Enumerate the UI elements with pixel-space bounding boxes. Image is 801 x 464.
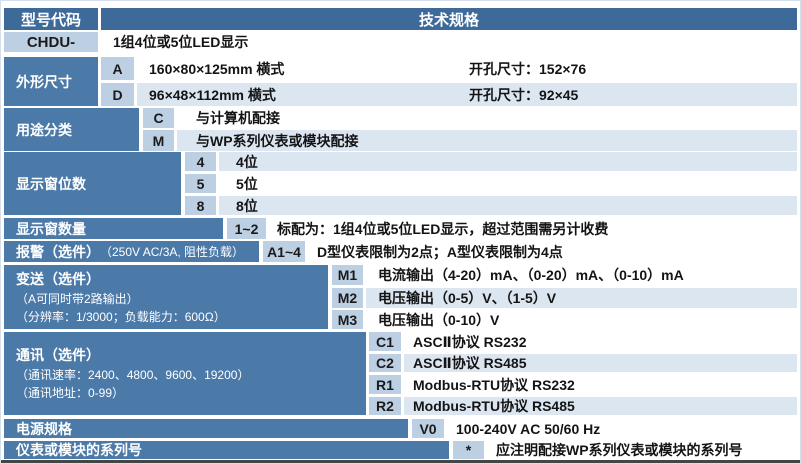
- comm-r1-desc: Modbus-RTU协议 RS232: [404, 375, 797, 394]
- section-dimensions-label: 外形尺寸: [4, 57, 98, 106]
- power-desc: 100-240V AC 50/60 Hz: [447, 419, 797, 438]
- comm-c2-code: C2: [369, 354, 401, 372]
- transmit-note2: （分辨率：1/3000；负载能力：600Ω）: [16, 309, 226, 324]
- display-5-desc: 5位: [219, 174, 797, 193]
- comm-c1-desc: ASCⅡ协议 RS232: [404, 332, 797, 351]
- display-4-code: 4: [185, 152, 216, 171]
- usage-c-code: C: [143, 108, 174, 128]
- transmit-m2-desc: 电压输出（0-5）V、（1-5）V: [366, 288, 797, 308]
- section-window-count-label: 显示窗数量: [4, 218, 223, 239]
- section-usage-label: 用途分类: [4, 108, 139, 151]
- comm-r1-code: R1: [369, 375, 401, 394]
- section-power-label: 电源规格: [4, 419, 408, 438]
- comm-label: 通讯（选件）: [16, 347, 100, 363]
- transmit-label: 变送（选件）: [16, 270, 100, 287]
- comm-c1-code: C1: [369, 332, 401, 351]
- comm-note2: （通讯地址：0-99）: [16, 386, 125, 400]
- transmit-m1-desc: 电流输出（4-20）mA、（0-20）mA、（0-10）mA: [366, 265, 797, 285]
- dimension-a-cutout: 开孔尺寸：152×76: [469, 60, 587, 77]
- transmit-note1: （A可同时带2路输出）: [16, 291, 139, 306]
- dimension-d-code: D: [101, 83, 134, 106]
- dimension-a-desc: 160×80×125mm 横式: [149, 60, 285, 77]
- power-code: V0: [412, 419, 444, 438]
- section-transmit-label: 变送（选件） （A可同时带2路输出） （分辨率：1/3000；负载能力：600Ω…: [4, 265, 328, 329]
- serial-desc: 应注明配接WP系列仪表或模块的系列号: [487, 441, 797, 459]
- alarm-label-note: （250V AC/3A, 阻性负载）: [100, 245, 245, 259]
- model-prefix-code: CHDU-: [4, 32, 98, 52]
- transmit-m3-code: M3: [332, 310, 363, 329]
- section-alarm-label: 报警（选件） （250V AC/3A, 阻性负载）: [4, 241, 259, 262]
- display-8-code: 8: [185, 196, 216, 215]
- display-5-code: 5: [185, 174, 216, 193]
- transmit-m2-code: M2: [332, 288, 363, 308]
- section-serial-label: 仪表或模块的系列号: [4, 441, 449, 459]
- bottom-rule: [1, 460, 800, 463]
- serial-code: *: [453, 441, 484, 459]
- comm-note1: （通讯速率：2400、4800、9600、19200）: [16, 368, 250, 382]
- window-count-code: 1~2: [227, 218, 266, 239]
- window-count-desc: 标配为：1组4位或5位LED显示，超过范围需另计收费: [269, 218, 797, 239]
- alarm-label: 报警（选件）: [16, 243, 100, 260]
- dimension-a-code: A: [101, 57, 134, 80]
- section-display-windows-label: 显示窗位数: [4, 152, 181, 215]
- dimension-d-desc: 96×48×112mm 横式: [149, 86, 276, 103]
- dimension-a-row: 160×80×125mm 横式 开孔尺寸：152×76: [137, 57, 797, 80]
- display-4-desc: 4位: [219, 152, 797, 171]
- transmit-m3-desc: 电压输出（0-10）V: [366, 310, 797, 329]
- section-comm-label: 通讯（选件） （通讯速率：2400、4800、9600、19200） （通讯地址…: [4, 332, 366, 415]
- header-model-code: 型号代码: [4, 8, 98, 30]
- alarm-code: A1~4: [263, 241, 305, 262]
- usage-m-code: M: [143, 130, 174, 151]
- comm-r2-desc: Modbus-RTU协议 RS485: [404, 397, 797, 415]
- display-8-desc: 8位: [219, 196, 797, 215]
- dimension-d-row: 96×48×112mm 横式 开孔尺寸：92×45: [137, 83, 797, 106]
- header-tech-spec: 技术规格: [101, 8, 797, 30]
- comm-c2-desc: ASCⅡ协议 RS485: [404, 354, 797, 372]
- alarm-desc: D型仪表限制为2点；A型仪表限制为4点: [308, 241, 797, 262]
- dimension-d-cutout: 开孔尺寸：92×45: [469, 86, 579, 103]
- transmit-m1-code: M1: [332, 265, 363, 285]
- model-prefix-desc: 1组4位或5位LED显示: [101, 32, 797, 52]
- usage-m-desc: 与WP系列仪表或模块配接: [177, 130, 797, 151]
- comm-r2-code: R2: [369, 397, 401, 415]
- usage-c-desc: 与计算机配接: [177, 108, 797, 128]
